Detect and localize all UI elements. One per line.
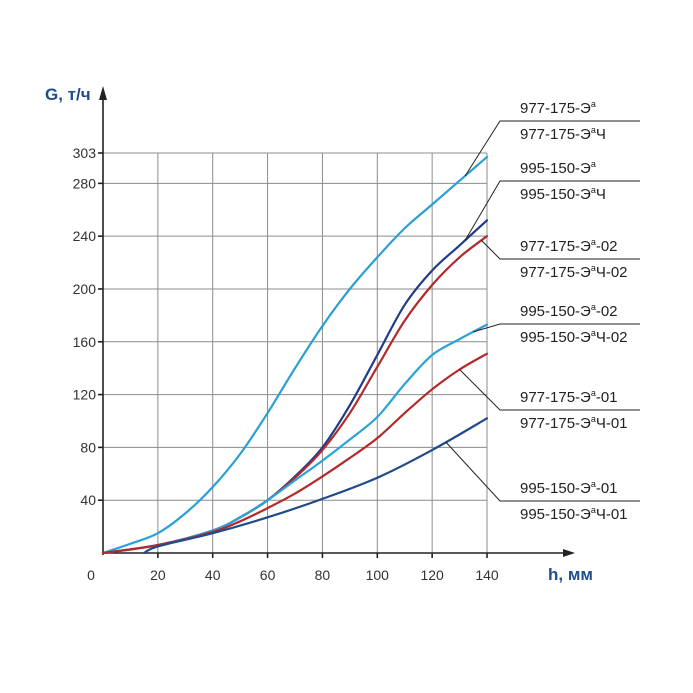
y-tick-label-240: 240 <box>73 228 97 244</box>
x-tick-label-100: 100 <box>366 567 390 583</box>
legend-leader-line-3 <box>481 240 640 260</box>
x-tick-label-60: 60 <box>260 567 276 583</box>
x-tick-label-120: 120 <box>420 567 444 583</box>
x-tick-label-140: 140 <box>475 567 499 583</box>
y-axis-arrow-icon <box>99 86 107 100</box>
y-tick-label-160: 160 <box>73 334 97 350</box>
legend-label-tail: Ч <box>596 126 606 143</box>
legend-label-main: 995-150-Э <box>520 303 591 320</box>
y-tick-label-280: 280 <box>73 175 97 191</box>
y-axis-label: G, т/ч <box>45 85 91 104</box>
legend-label-main: 977-175-Э <box>520 264 591 281</box>
legend-label-tail: Ч <box>596 186 606 203</box>
legend-label-5-1: 977-175-Эа-01 <box>520 388 618 406</box>
legend-label-sup: а <box>591 159 596 169</box>
legend-label-tail: Ч-02 <box>596 329 628 346</box>
legend-label-main: 977-175-Э <box>520 389 591 406</box>
legend-leader-line-6 <box>445 441 640 502</box>
legend-label-main: 977-175-Э <box>520 100 591 117</box>
x-tick-label-40: 40 <box>205 567 221 583</box>
y-tick-label-120: 120 <box>73 387 97 403</box>
legend-label-sup: а <box>591 263 596 273</box>
x-axis-arrow-icon <box>563 549 575 557</box>
legend-label-tail: Ч-01 <box>596 506 628 523</box>
x-tick-label-80: 80 <box>315 567 331 583</box>
legend-label-tail: -01 <box>596 389 618 406</box>
legend-label-sup: а <box>591 414 596 424</box>
legend-label-main: 995-150-Э <box>520 506 591 523</box>
legend-label-tail: Ч-01 <box>596 415 628 432</box>
series-line-4 <box>101 323 489 555</box>
legend-label-1-1: 977-175-Эа <box>520 99 596 117</box>
axes <box>98 86 575 558</box>
x-tick-label-0: 0 <box>87 567 95 583</box>
legend-leader-line-2 <box>464 180 640 241</box>
legend-label-6-2: 995-150-ЭаЧ-01 <box>520 505 628 523</box>
tick-labels: 0 20 40 60 80 100 120 140 40 80 120 160 200 240 280 303 <box>73 145 499 583</box>
y-tick-label-40: 40 <box>80 492 96 508</box>
y-tick-label-80: 80 <box>80 439 96 455</box>
legend-label-5-2: 977-175-ЭаЧ-01 <box>520 414 628 432</box>
series-line-1 <box>101 155 489 555</box>
legend-label-4-1: 995-150-Эа-02 <box>520 302 618 320</box>
legend-label-sup: а <box>591 99 596 109</box>
legend-label-sup: а <box>591 237 596 247</box>
series-line-2 <box>101 219 489 555</box>
legend-label-2-2: 995-150-ЭаЧ <box>520 185 606 203</box>
legend-label-main: 995-150-Э <box>520 186 591 203</box>
legend-label-main: 995-150-Э <box>520 329 591 346</box>
legend-label-sup: а <box>591 328 596 338</box>
x-tick-label-20: 20 <box>150 567 166 583</box>
legend-label-tail: -02 <box>596 303 618 320</box>
legend-label-4-2: 995-150-ЭаЧ-02 <box>520 328 628 346</box>
series-line-6 <box>143 417 489 555</box>
legend-label-tail: -01 <box>596 480 618 497</box>
legend-label-sup: а <box>591 479 596 489</box>
legend-leader-line-5 <box>459 369 640 411</box>
legend-label-6-1: 995-150-Эа-01 <box>520 479 618 497</box>
series-line-5 <box>101 352 489 555</box>
legend-label-tail: Ч-02 <box>596 264 628 281</box>
y-tick-label-200: 200 <box>73 281 97 297</box>
legend-label-main: 977-175-Э <box>520 126 591 143</box>
legend-label-3-1: 977-175-Эа-02 <box>520 237 618 255</box>
legend-leader-line-4 <box>473 323 640 333</box>
legend-label-sup: а <box>591 185 596 195</box>
legend-label-2-1: 995-150-Эа <box>520 159 596 177</box>
legend-label-sup: а <box>591 125 596 135</box>
legend-label-tail: -02 <box>596 238 618 255</box>
legend-label-sup: а <box>591 302 596 312</box>
series-curves <box>101 155 489 555</box>
legend-label-1-2: 977-175-ЭаЧ <box>520 125 606 143</box>
legend: 977-175-Эа977-175-ЭаЧ995-150-Эа995-150-Э… <box>445 99 640 523</box>
x-axis-label: h, мм <box>548 565 593 584</box>
legend-label-sup: а <box>591 388 596 398</box>
legend-label-main: 995-150-Э <box>520 160 591 177</box>
legend-label-3-2: 977-175-ЭаЧ-02 <box>520 263 628 281</box>
legend-label-main: 977-175-Э <box>520 238 591 255</box>
y-tick-label-303: 303 <box>73 145 97 161</box>
legend-label-main: 995-150-Э <box>520 480 591 497</box>
legend-label-sup: а <box>591 505 596 515</box>
legend-label-main: 977-175-Э <box>520 415 591 432</box>
legend-leader-line-1 <box>464 120 640 177</box>
